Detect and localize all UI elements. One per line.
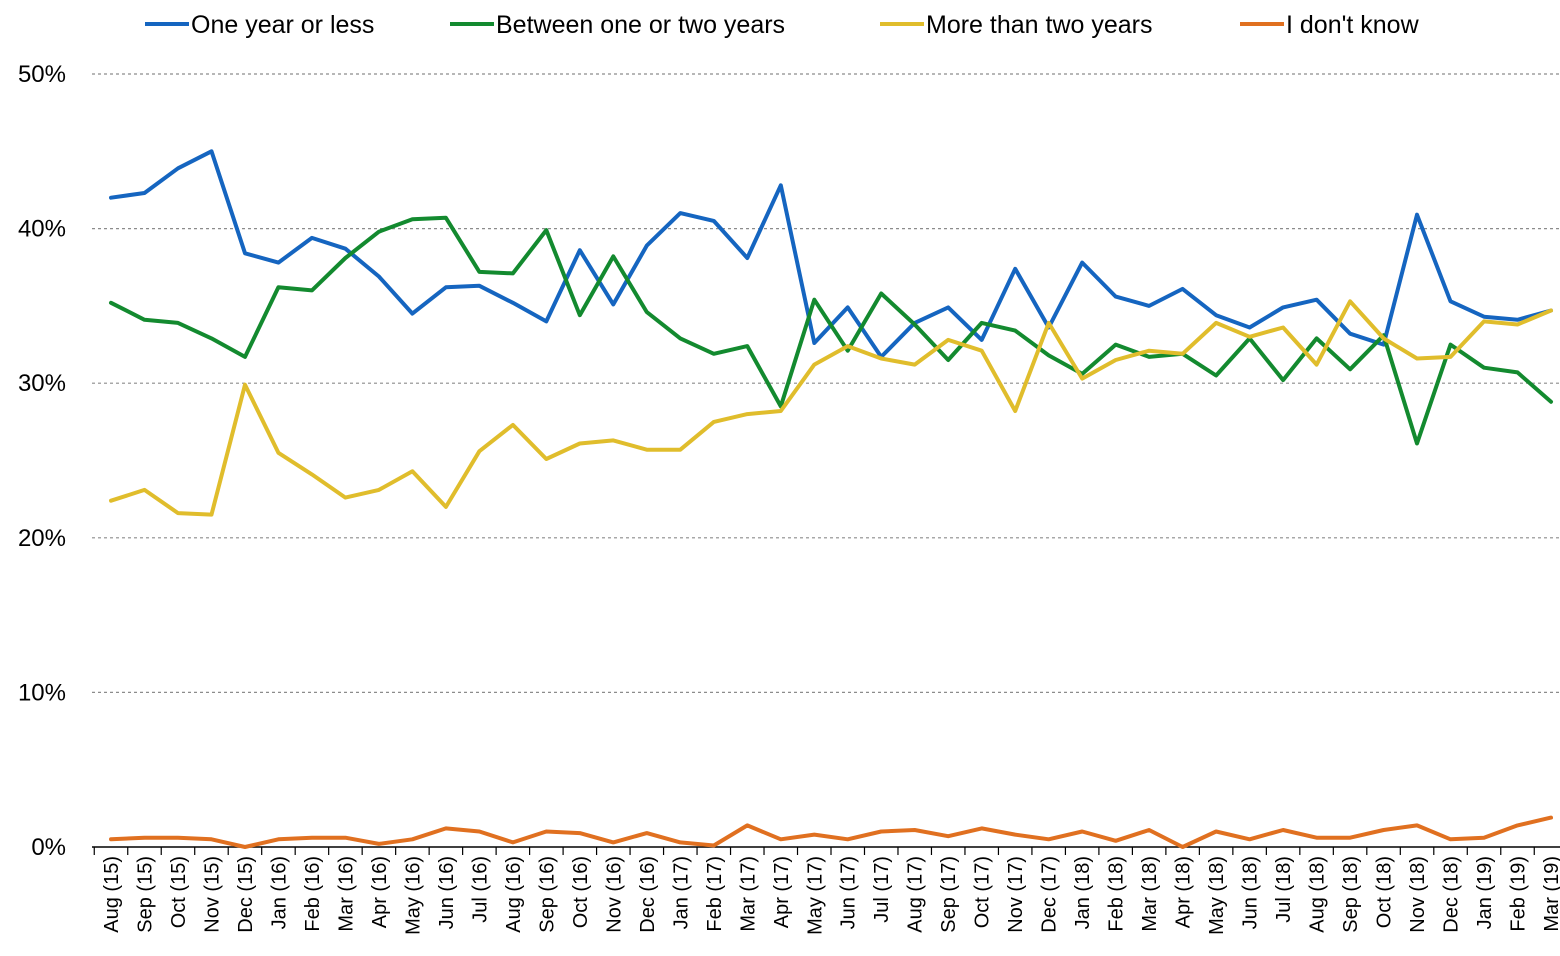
y-tick-label: 10%	[18, 679, 66, 706]
x-tick-label: Jun (17)	[838, 856, 860, 929]
legend-label: More than two years	[926, 11, 1153, 39]
x-tick-label: May (16)	[402, 856, 424, 935]
y-tick-label: 40%	[18, 216, 66, 243]
x-tick-label: Jul (16)	[469, 856, 491, 923]
x-tick-label: Feb (19)	[1508, 856, 1530, 932]
y-tick-label: 50%	[18, 61, 66, 88]
y-axis: 0% 10% 20% 30% 40% 50%	[18, 61, 66, 861]
x-axis: Aug (15) Sep (15) Oct (15) Nov (15) Dec (15)…	[92, 846, 1560, 935]
y-tick-label: 20%	[18, 525, 66, 552]
series-line-1	[109, 215, 1553, 446]
x-tick-label: Mar (17)	[737, 856, 759, 932]
x-tick-label: Feb (18)	[1106, 856, 1128, 932]
x-tick-label: Nov (16)	[603, 856, 625, 933]
x-tick-label: Aug (17)	[905, 856, 927, 933]
x-tick-label: Sep (18)	[1340, 856, 1362, 933]
legend-label: I don't know	[1286, 11, 1420, 39]
x-tick-label: Sep (17)	[938, 856, 960, 933]
legend: One year or less Between one or two years…	[145, 11, 1420, 39]
x-tick-label: Feb (17)	[704, 856, 726, 932]
gridlines	[92, 73, 1560, 694]
x-tick-label: Aug (18)	[1307, 856, 1329, 933]
x-tick-label: Jan (16)	[268, 856, 290, 929]
x-tick-label: Oct (17)	[972, 856, 994, 928]
x-tick-label: Oct (18)	[1374, 856, 1396, 928]
x-tick-label: Dec (16)	[637, 856, 659, 933]
series-line-3	[109, 815, 1553, 849]
x-tick-label: Jun (16)	[436, 856, 458, 929]
x-tick-label: Oct (15)	[168, 856, 190, 928]
x-tick-label: Apr (16)	[369, 856, 391, 928]
x-tick-label: Jan (19)	[1474, 856, 1496, 929]
y-tick-label: 0%	[31, 834, 66, 861]
series-line-2	[109, 299, 1553, 517]
x-tick-label: Jul (17)	[871, 856, 893, 923]
legend-label: One year or less	[191, 11, 374, 39]
x-tick-label: Feb (16)	[302, 856, 324, 932]
series-lines	[109, 149, 1553, 849]
y-tick-label: 30%	[18, 370, 66, 397]
x-tick-label: Aug (16)	[503, 856, 525, 933]
x-tick-label: May (18)	[1206, 856, 1228, 935]
x-tick-label: Mar (16)	[335, 856, 357, 932]
legend-label: Between one or two years	[496, 11, 785, 39]
x-tick-label: Jan (18)	[1072, 856, 1094, 929]
x-tick-label: Mar (18)	[1139, 856, 1161, 932]
x-tick-label: Jul (18)	[1273, 856, 1295, 923]
x-tick-label: Aug (15)	[101, 856, 123, 933]
x-tick-label: Apr (18)	[1173, 856, 1195, 928]
x-tick-label: Nov (18)	[1407, 856, 1429, 933]
x-tick-label: Apr (17)	[771, 856, 793, 928]
x-tick-label: Oct (16)	[570, 856, 592, 928]
x-tick-label: Sep (16)	[536, 856, 558, 933]
x-tick-label: Nov (17)	[1005, 856, 1027, 933]
x-tick-label: Dec (15)	[235, 856, 257, 933]
x-tick-label: May (17)	[804, 856, 826, 935]
x-tick-label: Jan (17)	[670, 856, 692, 929]
x-tick-label: Mar (19)	[1541, 856, 1560, 932]
x-tick-label: Jun (18)	[1240, 856, 1262, 929]
x-tick-label: Nov (15)	[201, 856, 223, 933]
x-tick-label: Sep (15)	[134, 856, 156, 933]
x-tick-label: Dec (18)	[1441, 856, 1463, 933]
x-tick-label: Dec (17)	[1039, 856, 1061, 933]
